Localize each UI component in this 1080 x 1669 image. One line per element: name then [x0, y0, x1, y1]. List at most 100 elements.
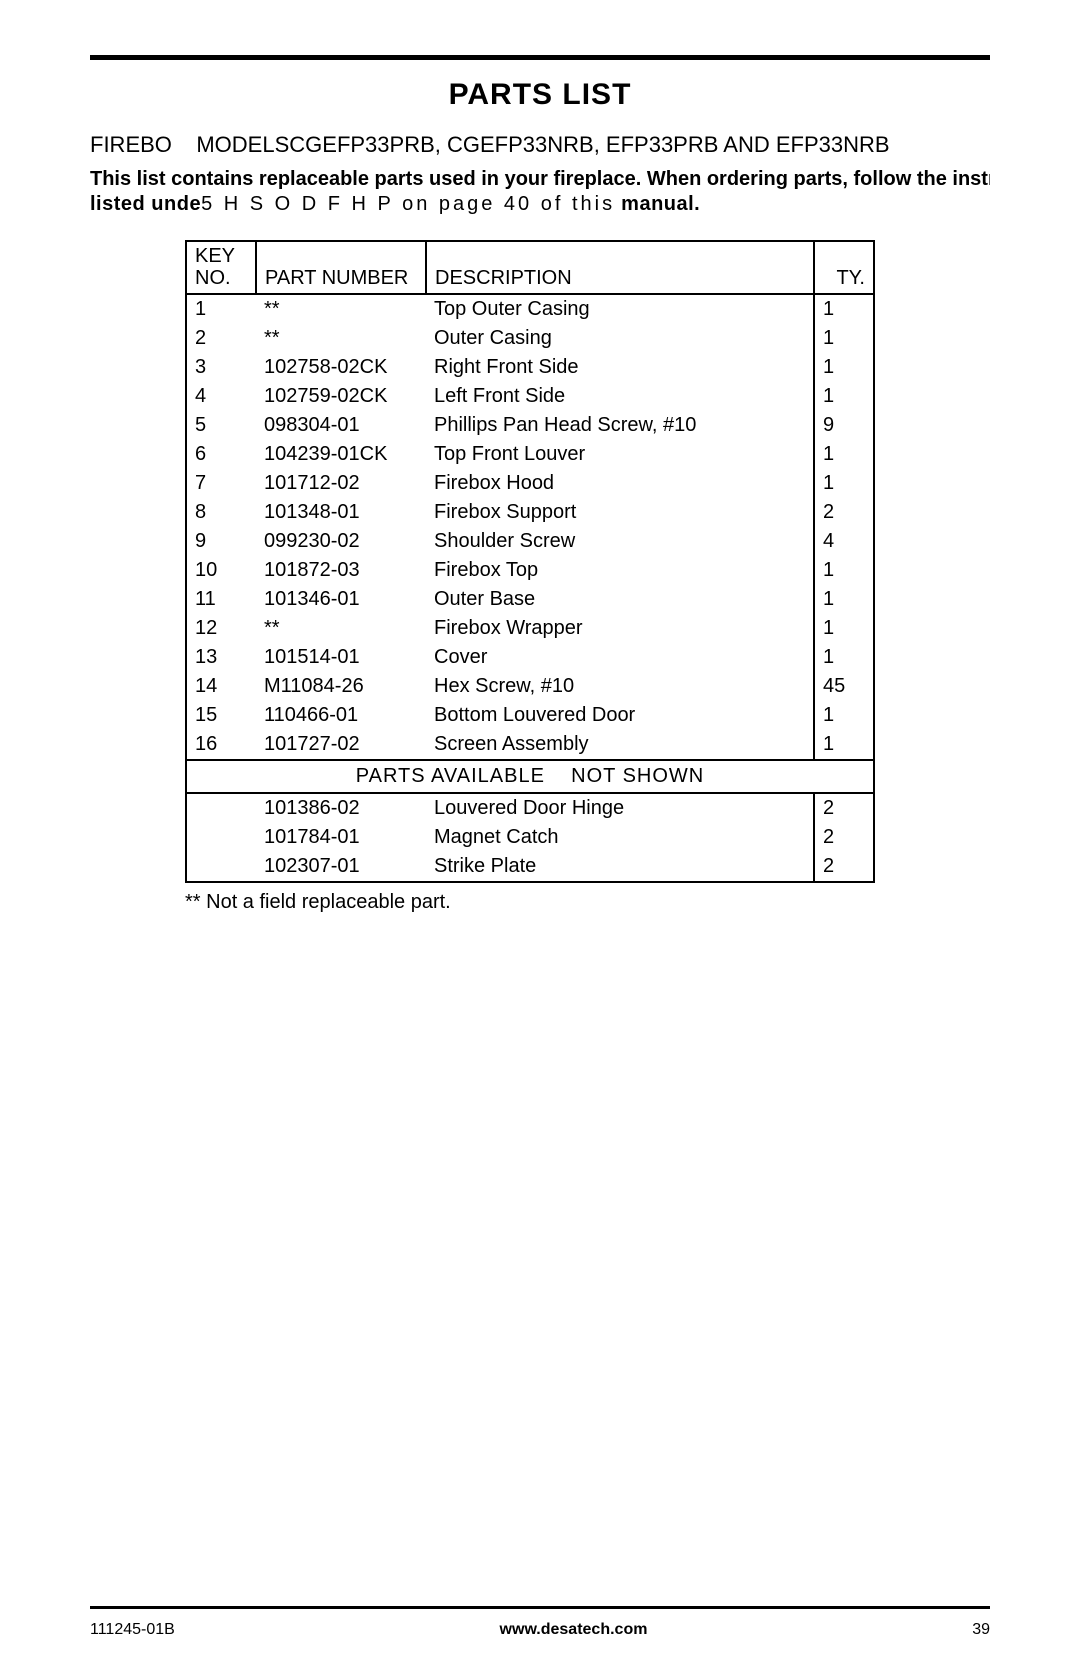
table-row: 16101727-02Screen Assembly1	[186, 730, 874, 760]
cell-qty: 1	[814, 614, 874, 643]
cell-part: M11084-26	[256, 672, 426, 701]
table-row: 14M11084-26Hex Screw, #1045	[186, 672, 874, 701]
cell-key: 12	[186, 614, 256, 643]
table-row: 13101514-01Cover1	[186, 643, 874, 672]
intro2-b: manual.	[621, 193, 700, 215]
divider-cell: PARTS AVAILABLE NOT SHOWN	[186, 760, 874, 793]
cell-part: 101727-02	[256, 730, 426, 760]
cell-key: 2	[186, 324, 256, 353]
table-row: 11101346-01Outer Base1	[186, 585, 874, 614]
cell-part: 101514-01	[256, 643, 426, 672]
cell-qty: 2	[814, 498, 874, 527]
cell-key: 4	[186, 382, 256, 411]
cell-qty: 2	[814, 852, 874, 882]
cell-qty: 1	[814, 440, 874, 469]
intro-line-2: listed unde5 H S O D F H P on page 40 of…	[90, 193, 990, 216]
cell-part: 102307-01	[256, 852, 426, 882]
cell-key: 13	[186, 643, 256, 672]
cell-key	[186, 823, 256, 852]
cell-desc: Hex Screw, #10	[426, 672, 814, 701]
footer-right: 39	[972, 1621, 990, 1639]
footer-center: www.desatech.com	[500, 1621, 648, 1639]
model-subtitle: FIREBO MODELSCGEFP33PRB, CGEFP33NRB, EFP…	[90, 132, 990, 158]
col-key-header: KEY NO.	[186, 241, 256, 294]
parts-table-head: KEY NO. PART NUMBER DESCRIPTION TY.	[186, 241, 874, 294]
cell-qty: 45	[814, 672, 874, 701]
divider-text-a: PARTS AVAILABLE	[356, 765, 545, 787]
cell-desc: Shoulder Screw	[426, 527, 814, 556]
table-row: 5098304-01Phillips Pan Head Screw, #109	[186, 411, 874, 440]
divider-row: PARTS AVAILABLE NOT SHOWN	[186, 760, 874, 793]
cell-key: 10	[186, 556, 256, 585]
intro2-garble: 5 H S O D F H P on page 40 of this	[201, 193, 615, 215]
header-row: KEY NO. PART NUMBER DESCRIPTION TY.	[186, 241, 874, 294]
cell-key: 5	[186, 411, 256, 440]
table-row: 10101872-03Firebox Top1	[186, 556, 874, 585]
cell-qty: 2	[814, 823, 874, 852]
intro-line-1: This list contains replaceable parts use…	[90, 168, 990, 191]
cell-desc: Phillips Pan Head Screw, #10	[426, 411, 814, 440]
cell-desc: Louvered Door Hinge	[426, 793, 814, 823]
cell-key: 8	[186, 498, 256, 527]
cell-qty: 4	[814, 527, 874, 556]
cell-desc: Left Front Side	[426, 382, 814, 411]
col-key-header-l1: KEY	[195, 245, 247, 267]
table-row: 6104239-01CKTop Front Louver1	[186, 440, 874, 469]
table-row: 15110466-01Bottom Louvered Door1	[186, 701, 874, 730]
intro2-a: listed unde	[90, 193, 201, 215]
cell-part: 101784-01	[256, 823, 426, 852]
cell-qty: 1	[814, 701, 874, 730]
cell-part: 110466-01	[256, 701, 426, 730]
table-row: 102307-01Strike Plate2	[186, 852, 874, 882]
cell-part: **	[256, 294, 426, 324]
bottom-rule	[90, 1606, 990, 1609]
col-desc-header: DESCRIPTION	[426, 241, 814, 294]
cell-part: **	[256, 614, 426, 643]
table-row: 8101348-01Firebox Support2	[186, 498, 874, 527]
cell-desc: Firebox Wrapper	[426, 614, 814, 643]
cell-key: 11	[186, 585, 256, 614]
cell-qty: 1	[814, 469, 874, 498]
cell-desc: Firebox Support	[426, 498, 814, 527]
cell-qty: 1	[814, 585, 874, 614]
parts-table-body: 1**Top Outer Casing12**Outer Casing13102…	[186, 294, 874, 882]
table-row: 101386-02Louvered Door Hinge2	[186, 793, 874, 823]
cell-part: 102758-02CK	[256, 353, 426, 382]
cell-qty: 1	[814, 353, 874, 382]
cell-qty: 1	[814, 730, 874, 760]
cell-part: 101348-01	[256, 498, 426, 527]
subtitle-models: MODELSCGEFP33PRB, CGEFP33NRB, EFP33PRB A…	[196, 132, 889, 157]
cell-key: 15	[186, 701, 256, 730]
cell-part: 101386-02	[256, 793, 426, 823]
cell-desc: Top Outer Casing	[426, 294, 814, 324]
cell-desc: Top Front Louver	[426, 440, 814, 469]
cell-key: 14	[186, 672, 256, 701]
table-row: 2**Outer Casing1	[186, 324, 874, 353]
cell-desc: Screen Assembly	[426, 730, 814, 760]
col-qty-header: TY.	[814, 241, 874, 294]
cell-part: 101712-02	[256, 469, 426, 498]
cell-key: 6	[186, 440, 256, 469]
cell-desc: Firebox Top	[426, 556, 814, 585]
cell-part: 102759-02CK	[256, 382, 426, 411]
cell-desc: Strike Plate	[426, 852, 814, 882]
table-row: 3102758-02CKRight Front Side1	[186, 353, 874, 382]
footer-left: 111245-01B	[90, 1621, 175, 1639]
top-rule	[90, 55, 990, 60]
table-row: 101784-01Magnet Catch2	[186, 823, 874, 852]
cell-part: 104239-01CK	[256, 440, 426, 469]
cell-key: 7	[186, 469, 256, 498]
table-row: 4102759-02CKLeft Front Side1	[186, 382, 874, 411]
cell-qty: 2	[814, 793, 874, 823]
cell-qty: 1	[814, 643, 874, 672]
col-key-header-l2: NO.	[195, 267, 231, 289]
footnote: ** Not a field replaceable part.	[185, 891, 875, 914]
cell-qty: 9	[814, 411, 874, 440]
cell-qty: 1	[814, 556, 874, 585]
divider-text-b: NOT SHOWN	[571, 765, 704, 787]
page: PARTS LIST FIREBO MODELSCGEFP33PRB, CGEF…	[0, 0, 1080, 1669]
cell-key	[186, 852, 256, 882]
table-row: 12**Firebox Wrapper1	[186, 614, 874, 643]
cell-desc: Outer Base	[426, 585, 814, 614]
cell-desc: Right Front Side	[426, 353, 814, 382]
